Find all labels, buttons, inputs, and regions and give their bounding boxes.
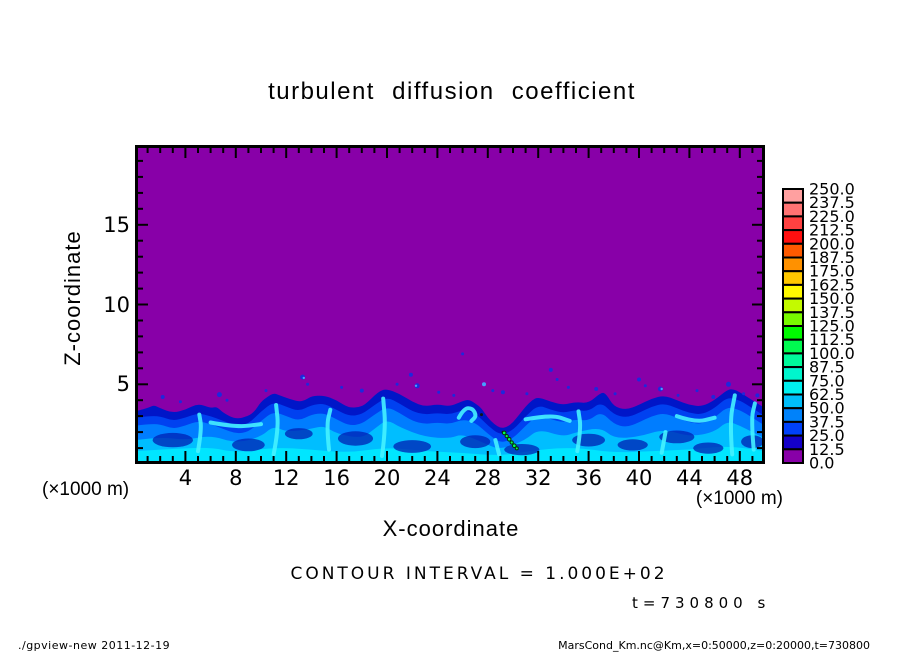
svg-text:225.0: 225.0 — [809, 207, 855, 226]
y-tick-label: 15 — [103, 212, 130, 237]
field-dark-specks — [160, 352, 760, 404]
svg-text:200.0: 200.0 — [809, 234, 855, 253]
contour-interval-note: CONTOUR INTERVAL = 1.000E+02 — [290, 564, 668, 584]
svg-text:50.0: 50.0 — [809, 399, 845, 418]
time-annotation: t=730800 s — [632, 594, 771, 612]
x-tick-label: 44 — [676, 466, 703, 490]
plot-area — [135, 145, 765, 464]
plot-frame — [135, 145, 765, 464]
x-tick-label: 12 — [272, 466, 300, 490]
x-axis-title: X-coordinate — [382, 516, 520, 541]
turbulence-streaks — [196, 393, 757, 458]
x-tick-label: 4 — [178, 466, 193, 490]
footer-dataset-text: MarsCond_Km.nc@Km,x=0:50000,z=0:20000,t=… — [558, 639, 870, 652]
svg-text:37.5: 37.5 — [809, 412, 845, 431]
x-tick-label: 24 — [424, 466, 451, 490]
y-axis-units: (×1000 m) — [42, 479, 130, 500]
svg-text:87.5: 87.5 — [809, 358, 845, 377]
x-tick-label: 8 — [229, 466, 243, 490]
footer-command-text: ./gpview-new 2011-12-19 — [18, 639, 171, 652]
x-axis-units: (×1000 m) — [695, 488, 783, 509]
svg-text:187.5: 187.5 — [809, 248, 855, 267]
svg-text:175.0: 175.0 — [809, 262, 855, 281]
svg-text:212.5: 212.5 — [809, 221, 855, 240]
colorbar-labels: 250.0237.5225.0212.5200.0187.5175.0162.5… — [809, 180, 855, 473]
x-tick-label: 32 — [524, 466, 552, 490]
svg-text:12.5: 12.5 — [809, 440, 845, 459]
x-tick-label: 28 — [474, 466, 502, 490]
svg-text:162.5: 162.5 — [809, 275, 855, 294]
svg-text:62.5: 62.5 — [809, 385, 845, 404]
svg-text:125.0: 125.0 — [809, 317, 855, 336]
colorbar: 250.0237.5225.0212.5200.0187.5175.0162.5… — [782, 180, 855, 473]
svg-text:0.0: 0.0 — [809, 454, 834, 473]
svg-text:100.0: 100.0 — [809, 344, 855, 363]
field-green-specks — [501, 430, 519, 451]
y-tick-label: 10 — [103, 292, 130, 317]
x-tick-label: 40 — [625, 466, 653, 490]
y-tick-label: 5 — [116, 372, 130, 397]
colorbar-boxes — [782, 188, 804, 464]
x-tick-label: 36 — [575, 466, 602, 490]
svg-text:150.0: 150.0 — [809, 289, 855, 308]
svg-text:75.0: 75.0 — [809, 371, 845, 390]
x-tick-label: 16 — [323, 466, 350, 490]
svg-text:237.5: 237.5 — [809, 193, 855, 212]
chart-title: turbulent diffusion coefficient — [268, 78, 636, 105]
svg-text:250.0: 250.0 — [809, 180, 855, 199]
svg-text:25.0: 25.0 — [809, 426, 845, 445]
svg-text:112.5: 112.5 — [809, 330, 855, 349]
x-tick-label: 20 — [373, 466, 401, 490]
svg-text:137.5: 137.5 — [809, 303, 855, 322]
x-tick-label: 48 — [726, 466, 754, 490]
field-bright-specks — [302, 376, 663, 391]
